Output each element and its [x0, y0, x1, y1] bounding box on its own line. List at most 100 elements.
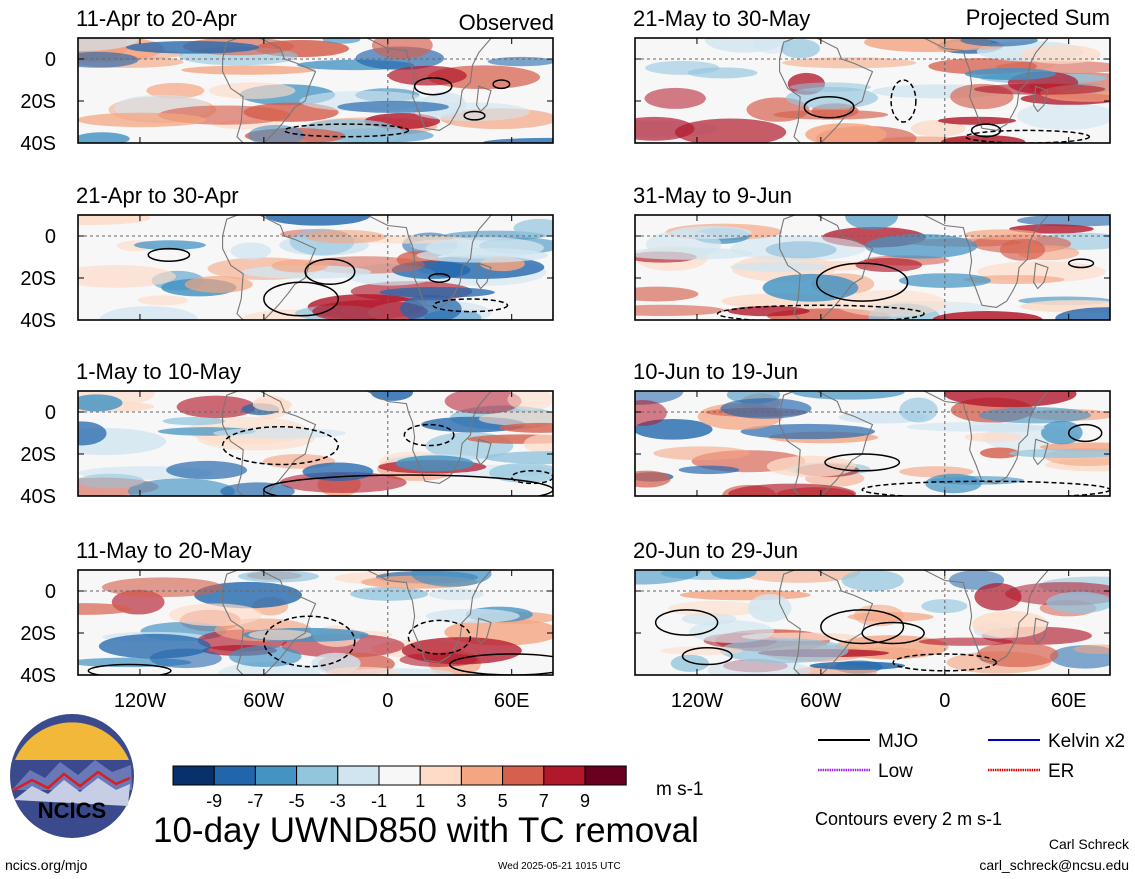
observed-label: Observed	[459, 10, 554, 35]
anomaly-patch	[899, 397, 938, 423]
panel-title: 21-Apr to 30-Apr	[76, 183, 239, 208]
anomaly-patch	[149, 648, 222, 669]
anomaly-patch	[137, 295, 188, 306]
colorbar-label: -9	[206, 791, 222, 811]
anomaly-patch	[101, 577, 223, 598]
anomaly-patch	[979, 447, 1020, 459]
y-tick-label: 20S	[20, 268, 56, 290]
anomaly-patch	[467, 434, 553, 444]
map-panels: 11-Apr to 20-Apr 0 20S 40S 21-Apr to 30-Apr 0…	[20, 6, 1111, 712]
colorbar-label: -3	[330, 791, 346, 811]
x-tick-label: 60E	[494, 690, 530, 712]
anomaly-patch	[941, 135, 1026, 143]
mjo-contour	[892, 653, 998, 672]
anomaly-patch	[271, 259, 328, 273]
anomaly-patch	[1073, 644, 1110, 655]
map-panel: 10-Jun to 19-Jun	[633, 359, 1111, 497]
anomaly-patch	[169, 603, 263, 627]
anomaly-patch	[667, 600, 761, 617]
x-tick-label: 120W	[671, 690, 723, 712]
madagascar-outline	[1033, 262, 1049, 290]
anomaly-patch	[841, 570, 904, 592]
anomaly-patch	[678, 465, 740, 475]
anomaly-patch	[976, 642, 1059, 668]
colorbar: -9 -7 -5 -3 -1 1 3 5 7 9	[172, 765, 627, 811]
anomaly-patch	[973, 83, 1106, 95]
south-america-outline	[222, 391, 317, 496]
panel-frame	[634, 214, 1111, 321]
map-panel: 11-May to 20-May 0 20S 40S 120W 60W 0 60E	[20, 538, 554, 712]
anomaly-patch	[635, 304, 725, 317]
mjo-contour	[263, 615, 356, 668]
anomaly-patch	[937, 116, 1016, 125]
mjo-contour	[861, 621, 925, 645]
anomaly-patch	[1016, 101, 1110, 130]
anomaly-patch	[213, 427, 346, 439]
panel-title: 10-Jun to 19-Jun	[633, 359, 798, 384]
anomaly-patch	[78, 394, 123, 412]
mjo-contour	[403, 423, 455, 447]
anomaly-patch	[127, 478, 235, 496]
anomaly-patch	[326, 666, 398, 675]
panel-frame	[634, 37, 1111, 144]
mjo-contour	[428, 273, 451, 283]
y-tick-label: 20S	[20, 623, 56, 645]
anomaly-patch	[78, 265, 176, 288]
mjo-contour	[492, 79, 511, 90]
anomaly-patch	[478, 411, 553, 427]
anomaly-patch	[762, 273, 859, 302]
anomaly-patch	[1021, 44, 1101, 64]
anomaly-patch	[487, 56, 553, 67]
mjo-contour	[510, 470, 553, 485]
mjo-contour	[283, 123, 410, 138]
anomaly-patch	[146, 82, 205, 99]
anomaly-patch	[730, 262, 828, 272]
y-tick-label: 20S	[20, 444, 56, 466]
anomaly-patch	[918, 637, 1014, 646]
colorbar-label: -5	[289, 791, 305, 811]
anomaly-patch	[865, 234, 978, 259]
africa-outline	[923, 38, 1050, 131]
anomaly-patch	[960, 38, 1038, 47]
panel-title: 31-May to 9-Jun	[633, 183, 792, 208]
y-tick-label: 40S	[20, 665, 56, 687]
y-tick-label: 20S	[20, 91, 56, 113]
south-america-outline	[222, 38, 317, 143]
mjo-contour	[449, 653, 553, 675]
mjo-contour	[221, 425, 339, 466]
map-panel: 21-Apr to 30-Apr 0 20S 40S	[20, 183, 554, 332]
anomaly-patch	[644, 87, 706, 109]
anomaly-patch	[635, 247, 754, 260]
anomaly-patch	[766, 455, 856, 478]
anomaly-patch	[785, 86, 879, 109]
anomaly-patch	[971, 610, 1049, 638]
mjo-contour	[820, 609, 905, 645]
anomaly-patch	[217, 661, 321, 675]
author: Carl Schreck	[1049, 836, 1130, 852]
anomaly-patch	[780, 38, 820, 59]
anomaly-patch	[1016, 215, 1110, 227]
africa-outline	[366, 38, 493, 131]
anomaly-patch	[513, 218, 553, 238]
anomaly-patch	[162, 417, 226, 426]
legend: MJO Kelvin x2 Low ER	[818, 731, 1125, 782]
anomaly-patch	[78, 38, 139, 52]
mjo-contour	[147, 247, 191, 262]
panel-frame	[77, 214, 554, 321]
mjo-contour	[681, 646, 733, 666]
map-panel: 31-May to 9-Jun	[633, 183, 1111, 321]
anomaly-patch	[507, 391, 553, 411]
anomaly-patch	[834, 290, 947, 317]
mjo-contour	[413, 77, 453, 96]
colorbar-label: 9	[580, 791, 590, 811]
anomaly-patch	[791, 391, 905, 400]
madagascar-outline	[476, 85, 492, 113]
anomaly-patch	[166, 460, 248, 480]
anomaly-patch	[489, 462, 553, 483]
anomaly-patch	[482, 137, 553, 143]
africa-outline	[366, 570, 493, 663]
anomaly-patch	[350, 587, 429, 601]
anomaly-patch	[964, 432, 1022, 443]
anomaly-patch	[720, 398, 812, 419]
